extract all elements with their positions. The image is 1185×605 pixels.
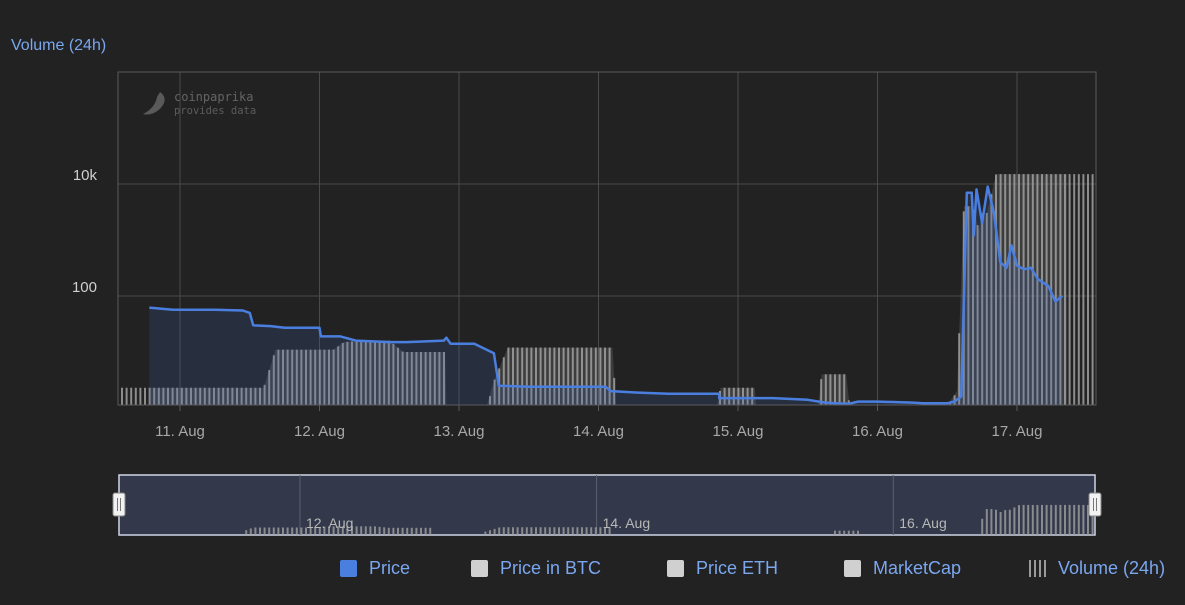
plot-grid	[118, 72, 1096, 411]
chart-title: Volume (24h)	[11, 37, 106, 54]
legend-swatch-price	[340, 559, 357, 577]
x-tick-label: 17. Aug	[992, 423, 1043, 440]
plot-frame	[117, 71, 1097, 406]
price-area	[149, 186, 1063, 405]
x-tick-label: 12. Aug	[294, 423, 345, 440]
volume-series	[121, 174, 1094, 405]
legend-item-price-eth[interactable]: Price ETH	[667, 556, 778, 580]
y-tick-label: 100	[72, 279, 97, 296]
legend-item-price[interactable]: Price	[340, 556, 410, 580]
x-tick-label: 16. Aug	[852, 423, 903, 440]
x-tick-label: 11. Aug	[155, 423, 205, 440]
watermark: coinpaprika provides data	[143, 90, 256, 117]
legend-label-marketcap: MarketCap	[873, 557, 962, 578]
navigator-tick-label: 14. Aug	[603, 515, 651, 531]
x-tick-label: 13. Aug	[434, 423, 485, 440]
navigator-tick-label: 16. Aug	[899, 515, 947, 531]
navigator[interactable]: 12. Aug 14. Aug 16. Aug	[112, 474, 1102, 536]
y-axis-labels: 100 10k	[72, 167, 98, 296]
legend-item-price-btc[interactable]: Price in BTC	[471, 556, 601, 580]
legend-item-volume[interactable]: Volume (24h)	[1029, 556, 1165, 580]
legend-label-price: Price	[369, 557, 411, 578]
navigator-handle-right[interactable]	[1088, 492, 1102, 517]
y-tick-label: 10k	[73, 167, 98, 184]
chili-logo-icon	[143, 92, 165, 115]
legend-label-price-eth: Price ETH	[696, 557, 779, 578]
navigator-tick-label: 12. Aug	[306, 515, 354, 531]
legend-swatch-price-btc	[471, 559, 488, 577]
navigator-labels: 12. Aug 14. Aug 16. Aug	[306, 515, 947, 531]
legend-label-price-btc: Price in BTC	[500, 557, 602, 578]
legend-swatch-marketcap	[844, 559, 861, 577]
legend-swatch-price-eth	[667, 559, 684, 577]
legend-item-marketcap[interactable]: MarketCap	[844, 556, 961, 580]
watermark-line1: coinpaprika	[174, 90, 253, 104]
navigator-volume	[245, 504, 1094, 535]
watermark-line2: provides data	[174, 105, 256, 117]
legend-swatch-volume	[1029, 559, 1046, 577]
legend-label-volume: Volume (24h)	[1058, 557, 1166, 578]
x-axis-labels: 11. Aug 12. Aug 13. Aug 14. Aug 15. Aug 16. A…	[155, 423, 1042, 440]
navigator-background	[118, 474, 1096, 536]
x-tick-label: 15. Aug	[713, 423, 764, 440]
x-tick-label: 14. Aug	[573, 423, 624, 440]
navigator-grid	[299, 475, 894, 535]
price-line	[149, 185, 1064, 405]
navigator-handle-left[interactable]	[112, 492, 126, 517]
price-series	[149, 185, 1064, 405]
